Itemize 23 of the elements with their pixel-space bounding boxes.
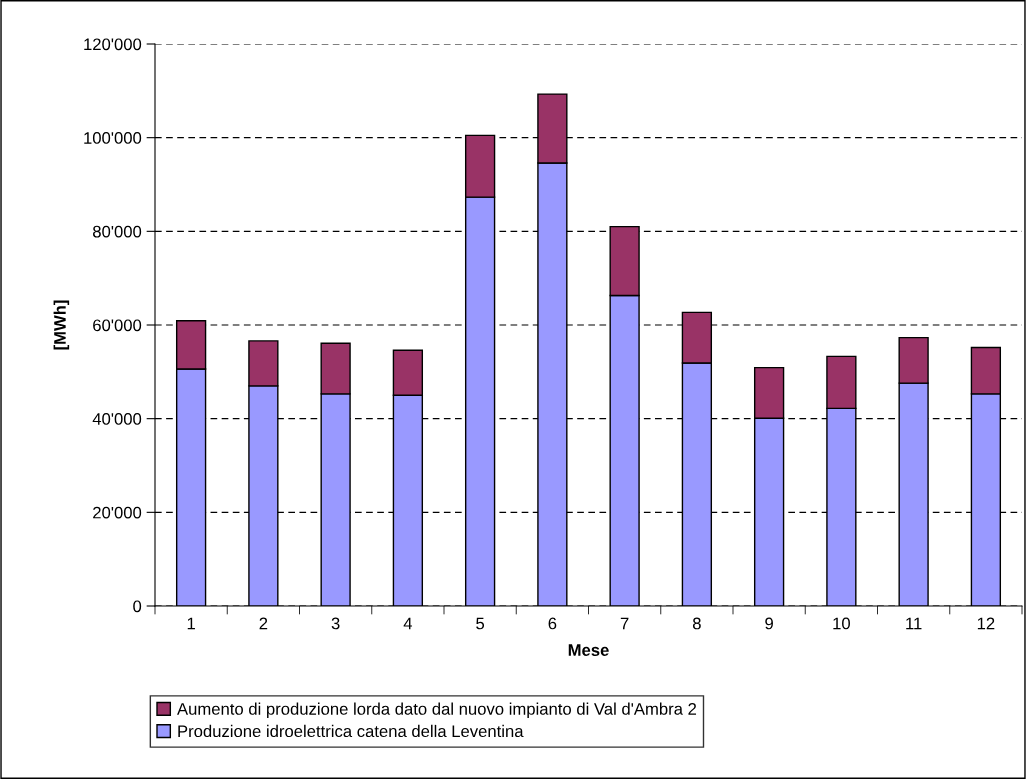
y-axis-title: [MWh]: [53, 300, 70, 350]
x-tick-label: 1: [187, 617, 195, 630]
x-tick-label: 9: [765, 617, 773, 630]
legend-label: Aumento di produzione lorda dato dal nuovo impianto di Val d'Ambra 2: [177, 702, 697, 719]
y-tick-label: 0: [133, 600, 142, 613]
x-tick-label: 10: [833, 617, 850, 630]
y-tick-label: 120'000: [84, 38, 142, 51]
x-tick-label: 8: [692, 617, 701, 630]
x-tick-label: 3: [331, 617, 340, 630]
x-tick-label: 6: [548, 617, 557, 630]
x-tick-label: 4: [403, 617, 413, 630]
x-tick-label: 12: [977, 617, 995, 630]
y-tick-label: 40'000: [92, 413, 142, 425]
y-tick-label: 60'000: [93, 319, 142, 332]
x-tick-label: 11: [906, 617, 922, 630]
legend-label: Produzione idroelettrica catena della Leventina: [178, 724, 524, 738]
x-axis-title: Mese: [568, 644, 609, 656]
x-tick-label: 5: [476, 617, 485, 630]
y-tick-label: 20'000: [93, 506, 142, 519]
x-tick-label: 2: [259, 617, 268, 630]
y-tick-label: 80'000: [93, 225, 142, 238]
x-tick-label: 7: [620, 617, 629, 630]
y-tick-label: 100'000: [84, 132, 142, 144]
